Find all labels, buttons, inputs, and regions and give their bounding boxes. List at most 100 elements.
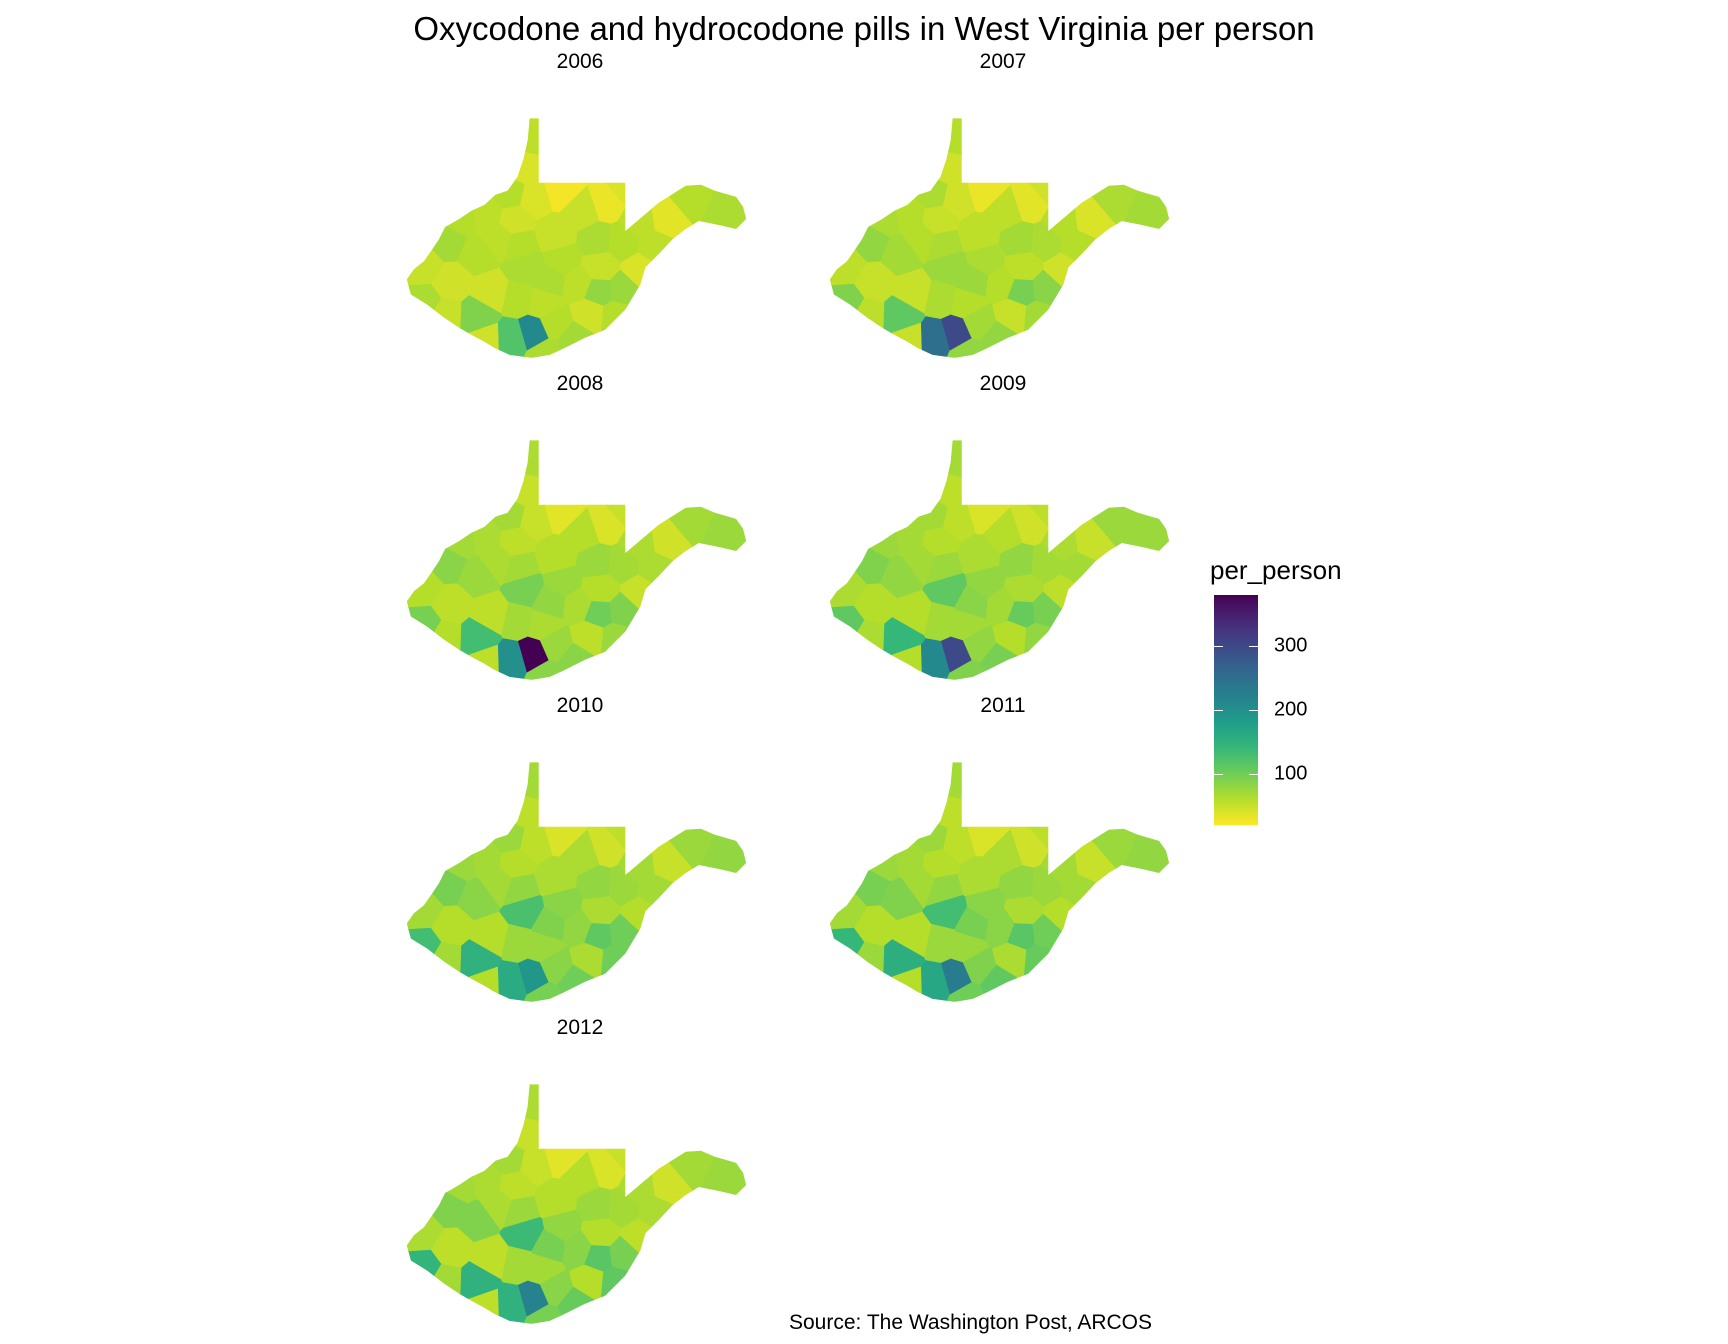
county-group: [829, 762, 1170, 1002]
county-area: [829, 297, 885, 358]
facet-title: 2008: [556, 372, 604, 395]
county-area: [829, 941, 885, 1002]
county-area: [559, 507, 600, 554]
legend-tick-label: 200: [1274, 698, 1308, 721]
county-area: [406, 1263, 462, 1324]
county-area: [1023, 300, 1170, 358]
county-area: [982, 185, 1023, 232]
county-area: [1059, 551, 1149, 630]
county-area: [1119, 118, 1170, 358]
facet-panel-2011: 2011: [793, 694, 1213, 1014]
facet-panel-2006: 2006: [370, 50, 790, 370]
county-area: [1119, 762, 1170, 1002]
county-area: [636, 229, 726, 308]
county-area: [831, 118, 1027, 159]
county-area: [408, 1084, 604, 1125]
county-area: [406, 283, 442, 358]
county-area: [600, 300, 747, 358]
county-area: [406, 1249, 442, 1324]
county-area: [829, 118, 900, 238]
legend-tick-label: 100: [1274, 762, 1308, 785]
county-group: [406, 440, 747, 680]
county-area: [528, 930, 567, 963]
county-group: [406, 1084, 747, 1324]
county-area: [636, 1195, 726, 1274]
county-area: [559, 1151, 600, 1198]
wv-county-map: [829, 440, 1170, 680]
facet-title: 2012: [556, 1016, 604, 1039]
county-area: [406, 605, 442, 680]
county-group: [406, 762, 747, 1002]
county-area: [531, 584, 565, 619]
wv-county-map: [406, 118, 747, 358]
county-area: [954, 906, 988, 941]
county-area: [559, 829, 600, 876]
county-area: [1042, 574, 1170, 680]
county-area: [696, 1084, 747, 1324]
county-area: [408, 762, 604, 803]
county-area: [954, 584, 988, 619]
facet-panel-2008: 2008: [370, 372, 790, 692]
legend-title: per_person: [1210, 555, 1342, 585]
county-area: [829, 440, 900, 560]
county-area: [406, 297, 462, 358]
county-area: [528, 1252, 567, 1285]
county-area: [406, 927, 442, 1002]
facet-panel-2009: 2009: [793, 372, 1213, 692]
facet-panel-2012: 2012: [370, 1016, 790, 1336]
county-area: [1023, 622, 1170, 680]
county-area: [636, 551, 726, 630]
county-area: [406, 941, 462, 1002]
county-area: [600, 622, 747, 680]
county-area: [951, 930, 990, 963]
county-area: [831, 440, 1027, 481]
facet-title: 2007: [979, 50, 1027, 73]
facet-title: 2010: [556, 694, 604, 717]
color-legend: per_person 300 200 100: [1210, 555, 1342, 825]
county-area: [406, 762, 477, 882]
county-area: [619, 1218, 747, 1324]
county-area: [1023, 944, 1170, 1002]
chart-title: Oxycodone and hydrocodone pills in West …: [413, 10, 1315, 47]
county-area: [528, 608, 567, 641]
county-area: [619, 574, 747, 680]
county-group: [406, 118, 747, 358]
county-area: [408, 118, 604, 159]
facet-title: 2011: [980, 694, 1026, 717]
county-area: [580, 252, 621, 281]
county-area: [408, 440, 604, 481]
county-area: [954, 262, 988, 297]
county-area: [1059, 229, 1149, 308]
wv-county-map: [829, 762, 1170, 1002]
county-area: [636, 873, 726, 952]
county-area: [696, 118, 747, 358]
source-caption: Source: The Washington Post, ARCOS: [789, 1311, 1153, 1334]
wv-county-map: [406, 440, 747, 680]
wv-county-map: [406, 1084, 747, 1324]
county-area: [982, 829, 1023, 876]
county-area: [580, 574, 621, 603]
county-area: [951, 608, 990, 641]
county-area: [829, 927, 865, 1002]
county-area: [619, 252, 747, 358]
county-area: [829, 762, 900, 882]
county-area: [406, 118, 477, 238]
facet-title: 2006: [556, 50, 604, 73]
county-area: [1059, 873, 1149, 952]
county-area: [829, 283, 865, 358]
county-area: [619, 896, 747, 1002]
county-area: [531, 1228, 565, 1263]
county-area: [559, 185, 600, 232]
county-area: [696, 440, 747, 680]
wv-county-map: [829, 118, 1170, 358]
county-area: [600, 1266, 747, 1324]
county-area: [1003, 896, 1044, 925]
county-area: [831, 762, 1027, 803]
county-area: [1119, 440, 1170, 680]
county-area: [982, 507, 1023, 554]
county-area: [580, 1218, 621, 1247]
county-area: [829, 619, 885, 680]
county-area: [580, 896, 621, 925]
wv-county-map: [406, 762, 747, 1002]
county-area: [406, 619, 462, 680]
